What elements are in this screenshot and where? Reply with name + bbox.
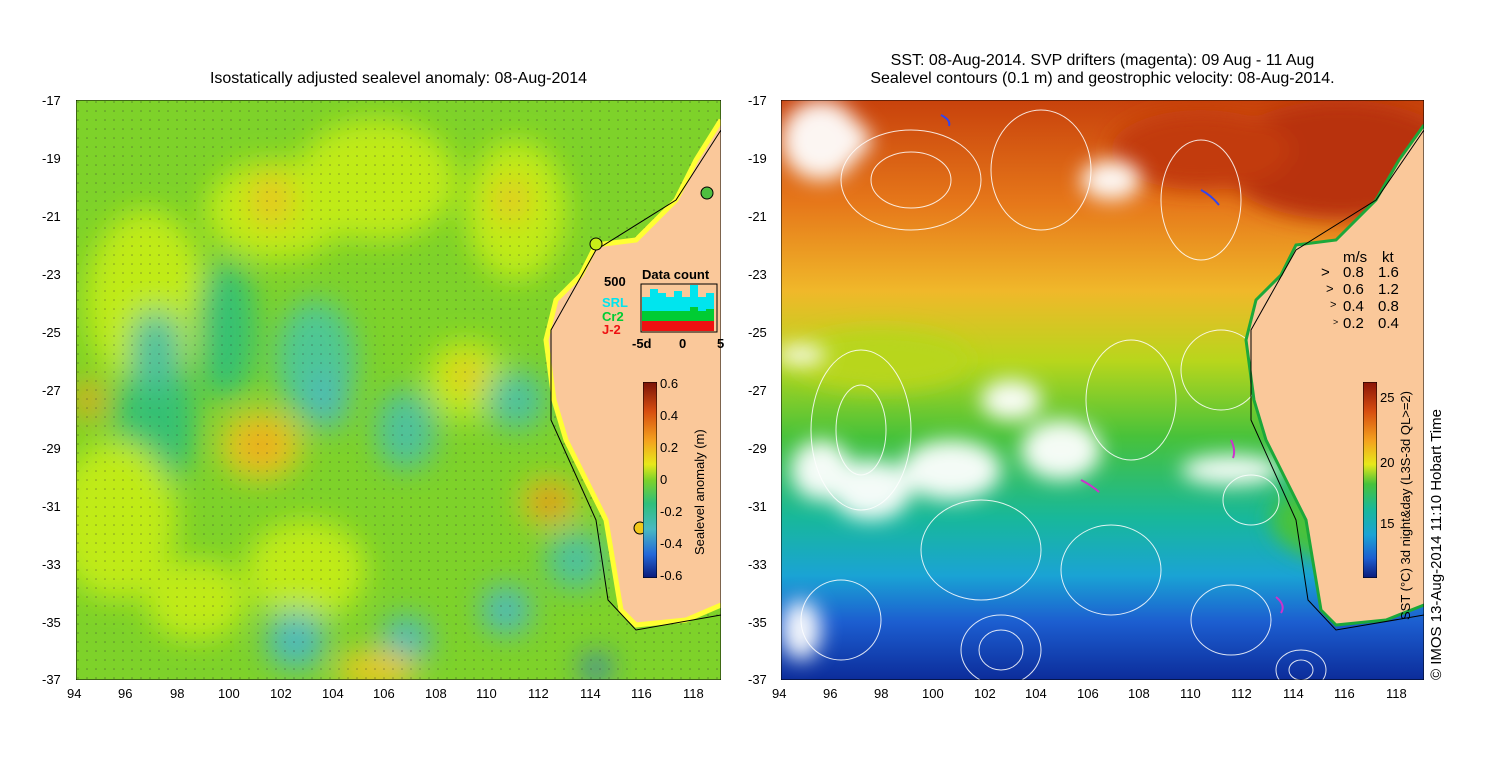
left-ytick-8: -33 (42, 557, 61, 572)
inset-series-srl: SRL (602, 295, 628, 310)
vector-legend-ms-0: 0.8 (1343, 264, 1364, 281)
vector-legend-arrow-0: > (1321, 264, 1330, 281)
left-xtick-9: 112 (528, 686, 549, 701)
inset-xtick-2: 5 (717, 336, 725, 351)
sla-cbar-tick-0: 0.6 (660, 376, 679, 391)
vector-legend-kt-1: 1.2 (1378, 281, 1399, 298)
left-panel-title: Isostatically adjusted sealevel anomaly:… (209, 70, 588, 87)
left-xtick-8: 110 (476, 686, 497, 701)
right-panel-title-line2: Sealevel contours (0.1 m) and geostrophi… (870, 70, 1335, 87)
sla-cbar-tick-2: 0.2 (660, 440, 679, 455)
sealevel-anomaly-map (76, 100, 721, 680)
left-ytick-5: -27 (42, 383, 61, 398)
sst-colorbar-label: SST (°C) 3d night&day (L3S-3d QL>=2) (1398, 391, 1413, 620)
right-xtick-7: 108 (1128, 686, 1150, 701)
right-ytick-3: -23 (748, 267, 767, 282)
vector-legend-ms-1: 0.6 (1343, 281, 1364, 298)
inset-xtick-0: -5d (632, 336, 652, 351)
vector-legend-arrow-3: > (1333, 317, 1339, 327)
right-ytick-4: -25 (748, 325, 767, 340)
left-ytick-0: -17 (42, 93, 61, 108)
sla-cbar-tick-3: 0 (660, 472, 668, 487)
sla-cbar-tick-6: -0.6 (660, 568, 683, 583)
left-xtick-3: 100 (218, 686, 240, 701)
right-ytick-7: -31 (748, 499, 767, 514)
inset-title: Data count (642, 267, 710, 282)
left-ytick-9: -35 (42, 615, 61, 630)
right-ytick-9: -35 (748, 615, 767, 630)
sst-map (781, 100, 1424, 680)
left-ytick-10: -37 (42, 672, 61, 687)
vector-legend-header-kt: kt (1382, 249, 1394, 266)
left-xtick-4: 102 (270, 686, 292, 701)
data-count-chart (640, 283, 718, 333)
right-ytick-10: -37 (748, 672, 767, 687)
left-ytick-2: -21 (42, 209, 61, 224)
data-count-bars (642, 285, 714, 331)
left-ytick-7: -31 (42, 499, 61, 514)
right-ytick-1: -19 (748, 151, 767, 166)
left-xtick-2: 98 (170, 686, 185, 701)
sst-cbar-tick-1: 20 (1380, 455, 1395, 470)
right-xtick-3: 100 (922, 686, 944, 701)
vector-legend-kt-2: 0.8 (1378, 298, 1399, 315)
right-xtick-11: 116 (1334, 686, 1355, 701)
sla-colorbar (643, 382, 657, 578)
right-xtick-2: 98 (874, 686, 889, 701)
inset-series-cr2: Cr2 (602, 309, 624, 324)
left-ytick-3: -23 (42, 267, 61, 282)
right-ytick-0: -17 (748, 93, 767, 108)
right-xtick-0: 94 (772, 686, 787, 701)
right-xtick-8: 110 (1180, 686, 1201, 701)
sla-cbar-tick-1: 0.4 (660, 408, 679, 423)
sst-colorbar (1363, 382, 1377, 578)
inset-ymax: 500 (604, 274, 626, 289)
left-ytick-6: -29 (42, 441, 61, 456)
left-xtick-1: 96 (118, 686, 133, 701)
right-xtick-1: 96 (823, 686, 838, 701)
vector-legend-kt-3: 0.4 (1378, 315, 1399, 332)
imos-credit: © IMOS 13-Aug-2014 11:10 Hobart Time (1428, 409, 1445, 680)
right-xtick-5: 104 (1025, 686, 1047, 701)
left-xtick-11: 116 (631, 686, 652, 701)
sst-cbar-tick-2: 15 (1380, 516, 1395, 531)
left-ytick-4: -25 (42, 325, 61, 340)
sla-cbar-tick-4: -0.2 (660, 504, 683, 519)
inset-xtick-1: 0 (679, 336, 687, 351)
vector-legend-kt-0: 1.6 (1378, 264, 1399, 281)
right-ytick-8: -33 (748, 557, 767, 572)
right-xtick-4: 102 (974, 686, 996, 701)
right-panel-title-line1: SST: 08-Aug-2014. SVP drifters (magenta)… (890, 52, 1315, 69)
vector-legend-header-ms: m/s (1343, 249, 1368, 266)
vector-legend-ms-2: 0.4 (1343, 298, 1364, 315)
left-xtick-0: 94 (67, 686, 82, 701)
left-xtick-12: 118 (683, 686, 704, 701)
left-xtick-10: 114 (580, 686, 601, 701)
left-xtick-5: 104 (322, 686, 344, 701)
left-xtick-7: 108 (425, 686, 447, 701)
right-xtick-12: 118 (1386, 686, 1407, 701)
left-xtick-6: 106 (373, 686, 395, 701)
right-xtick-10: 114 (1283, 686, 1304, 701)
inset-series-j2: J-2 (602, 322, 621, 337)
right-xtick-9: 112 (1231, 686, 1252, 701)
sla-cbar-tick-5: -0.4 (660, 536, 683, 551)
vector-legend-arrow-2: > (1330, 299, 1337, 311)
vector-legend-ms-3: 0.2 (1343, 315, 1364, 332)
right-ytick-6: -29 (748, 441, 767, 456)
right-ytick-2: -21 (748, 209, 767, 224)
right-ytick-5: -27 (748, 383, 767, 398)
sst-cbar-tick-0: 25 (1380, 390, 1395, 405)
vector-legend-arrow-1: > (1326, 281, 1334, 296)
left-ytick-1: -19 (42, 151, 61, 166)
right-xtick-6: 106 (1077, 686, 1099, 701)
sla-colorbar-label: Sealevel anomaly (m) (692, 429, 707, 555)
